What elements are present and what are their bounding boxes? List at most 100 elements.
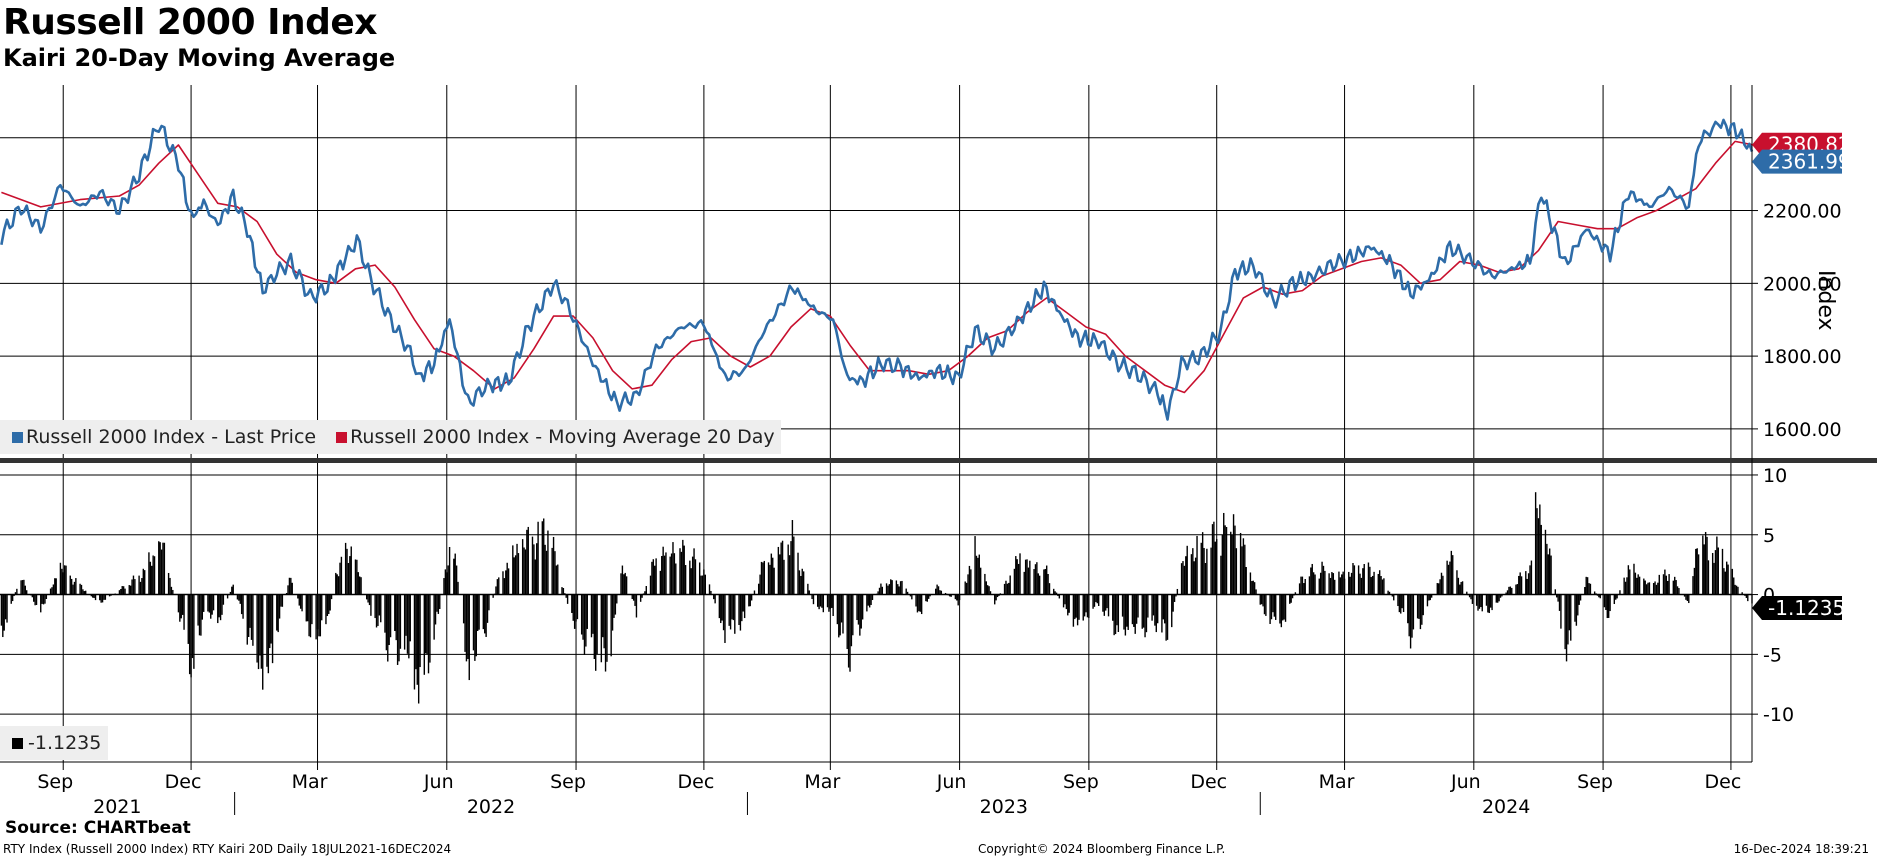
legend-swatch-last-price [12,431,23,443]
kairi-bar [191,594,194,659]
kairi-bar [1324,570,1326,595]
footer-copyright: Copyright© 2024 Bloomberg Finance L.P. [978,842,1226,856]
kairi-bar [1017,563,1020,595]
kairi-bar [878,587,881,595]
kairi-bar [249,594,251,628]
kairi-bar [1279,594,1281,624]
kairi-bar [1452,555,1454,595]
kairi-bar [1706,536,1708,595]
kairi-bar [1005,580,1007,595]
kairi-bar [1637,574,1639,595]
chart-title: Russell 2000 Index [3,2,378,43]
kairi-bar [1067,594,1069,616]
kairi-bar [1475,594,1478,606]
kairi-bar [639,594,642,602]
kairi-bar [1727,564,1729,595]
kairi-bar [79,583,81,595]
kairi-bar [1578,594,1580,605]
kairi-bar [1211,524,1214,595]
kairi-bar [790,541,792,595]
kairi-bar [513,557,515,595]
kairi-bar [1525,571,1527,595]
kairi-bar [1270,594,1273,620]
kairi-bar [925,594,927,602]
kairi-bar [128,585,130,595]
kairi-bar [70,578,73,595]
kairi-bar [1409,594,1412,649]
kairi-bar [802,571,805,595]
kairi-bar [1194,557,1197,595]
kairi-bar [104,594,107,600]
kairi-bar [654,565,656,595]
kairi-bar [447,565,449,595]
kairi-bar [1491,594,1493,611]
kairi-bar [850,594,853,647]
kairi-bar [1711,552,1714,595]
chart-subtitle: Kairi 20-Day Moving Average [3,44,396,72]
kairi-bar [1506,590,1509,595]
kairi-bar [308,594,310,637]
kairi-bar [337,576,340,595]
kairi-bar [1334,579,1336,595]
kairi-bar [1204,562,1207,595]
kairi-bar [34,594,36,606]
kairi-bar [1180,563,1183,595]
kairi-bar [779,554,781,595]
kairi-bar [871,594,874,601]
kairi-bar [377,594,379,626]
kairi-bar [1568,594,1571,631]
kairi-bar [1495,594,1497,603]
kairi-bar [1123,594,1125,630]
kairi-bar [1023,571,1025,595]
kairi-bar [996,594,999,598]
kairi-bar [1519,572,1521,595]
lower-legend: -1.1235 [0,726,108,760]
kairi-bar [958,594,961,601]
kairi-bar [472,594,475,651]
kairi-bar [718,594,721,619]
kairi-bar [602,594,604,638]
kairi-bar [1550,555,1552,595]
kairi-bar [949,594,951,597]
kairi-bar [663,555,666,595]
kairi-bar [1193,561,1195,595]
kairi-bar [839,594,841,636]
kairi-bar [1489,594,1492,608]
kairi-bar [1419,594,1422,630]
kairi-bar [467,594,469,659]
kairi-bar [1275,594,1277,620]
kairi-bar [710,590,712,595]
kairi-last-tag-shape [1752,595,1842,620]
kairi-bar [524,549,527,595]
kairi-bar [1471,594,1474,604]
kairi-bar [1173,594,1176,602]
kairi-bar [434,594,437,625]
kairi-bar [867,594,869,606]
kairi-bar [1290,594,1292,603]
kairi-bar [153,556,156,595]
kairi-bar [288,577,291,595]
kairi-bar [1367,562,1370,595]
kairi-bar [880,583,882,595]
kairi-bar [468,594,470,681]
kairi-bar [443,578,445,595]
kairi-bar [583,594,586,655]
kairi-bar [915,594,917,607]
kairi-bar [80,584,83,595]
footer-meta: RTY Index (Russell 2000 Index) RTY Kairi… [3,842,452,856]
kairi-bar [262,594,264,690]
kairi-bar [1686,594,1689,601]
kairi-bar [1747,594,1749,602]
kairi-bar [40,594,42,613]
kairi-bar [413,594,416,690]
kairi-bar [849,594,851,672]
kairi-bar [190,594,192,678]
kairi-bar [1220,555,1222,595]
kairi-bar [1447,564,1450,595]
kairi-bar [1112,594,1114,621]
kairi-bar [1127,594,1129,630]
kairi-bar [54,578,56,595]
kairi-bar [35,594,38,605]
kairi-bar [1134,594,1136,634]
